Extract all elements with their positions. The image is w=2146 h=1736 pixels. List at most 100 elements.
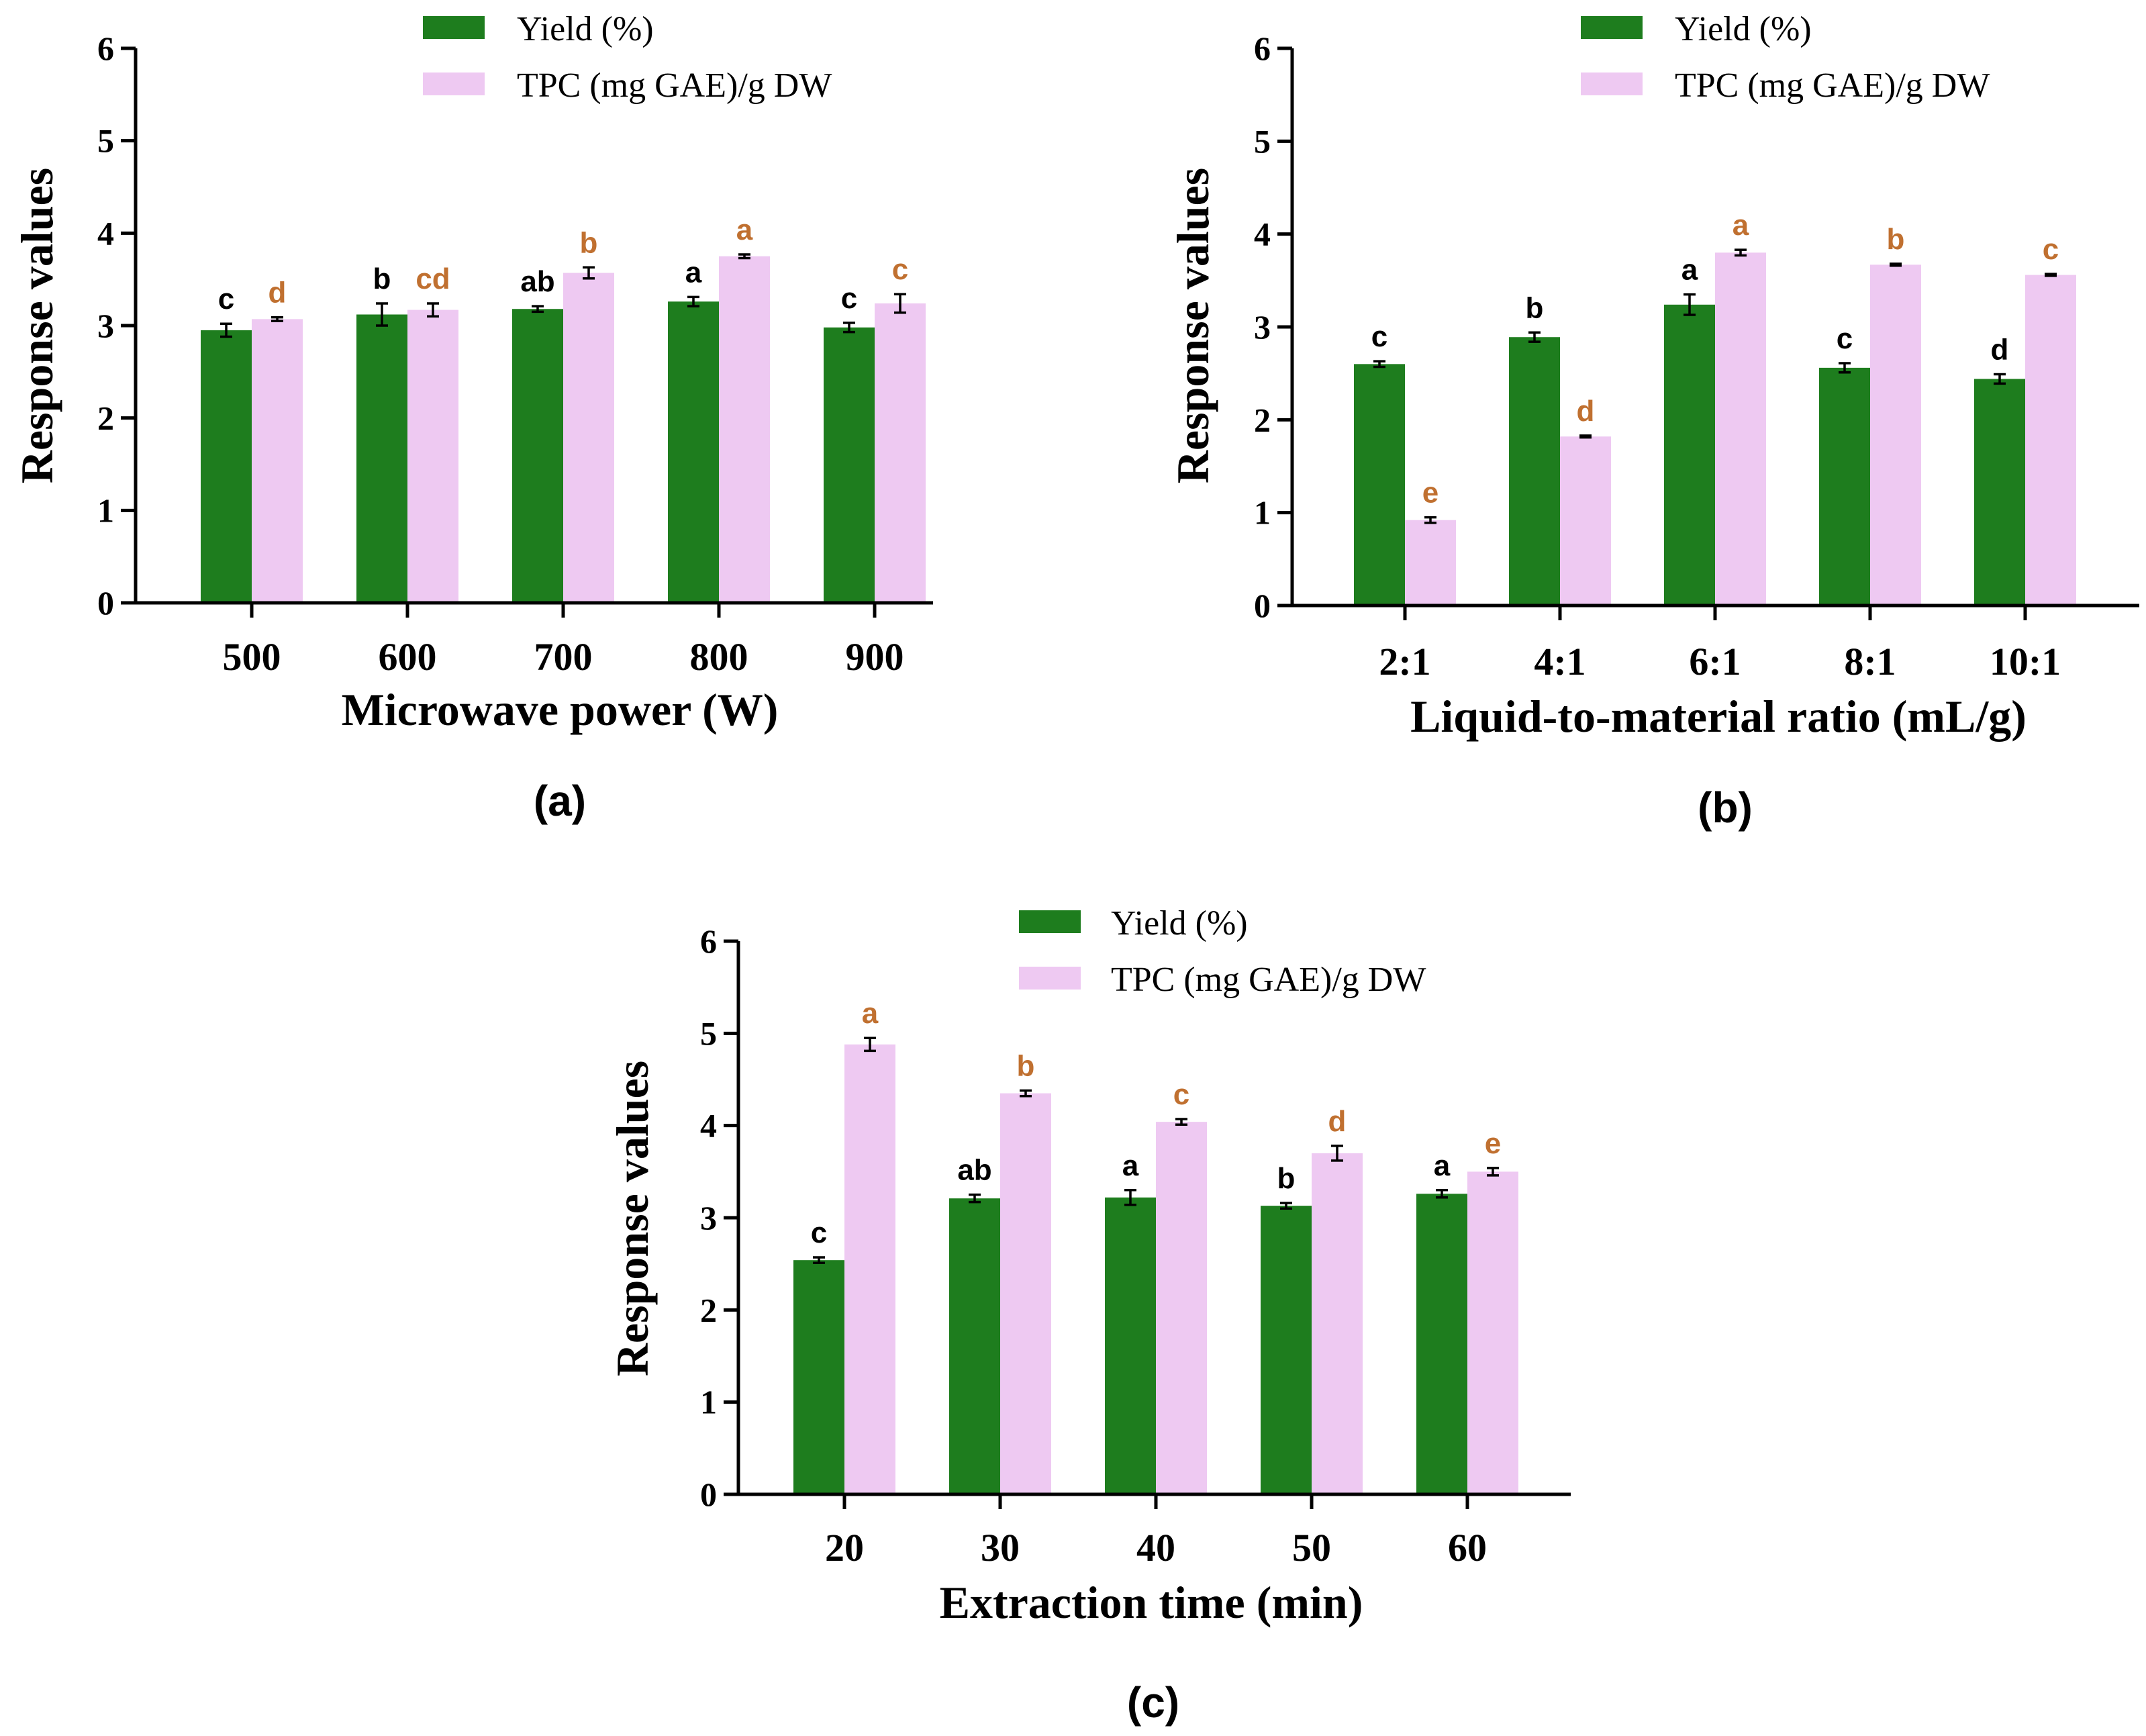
bar-yield bbox=[1416, 1194, 1467, 1494]
significance-letter-tpc: cd bbox=[416, 262, 450, 295]
significance-letter-tpc: a bbox=[862, 997, 879, 1030]
legend-swatch-tpc-b bbox=[1581, 73, 1643, 95]
significance-letter-tpc: b bbox=[1017, 1049, 1035, 1082]
y-tick-label: 5 bbox=[700, 1014, 717, 1052]
bar-tpc bbox=[1405, 520, 1456, 606]
x-tick-label: 600 bbox=[379, 635, 437, 679]
y-tick-label: 0 bbox=[97, 584, 114, 622]
significance-letter-tpc: b bbox=[580, 226, 598, 259]
legend-swatch-tpc-c bbox=[1019, 967, 1081, 990]
y-tick-label: 6 bbox=[1254, 30, 1271, 67]
bar-tpc bbox=[563, 273, 614, 603]
x-tick-label: 500 bbox=[223, 635, 281, 679]
y-tick-label: 6 bbox=[700, 922, 717, 960]
bar-tpc bbox=[844, 1044, 895, 1494]
bar-yield bbox=[1509, 337, 1560, 606]
significance-letter-yield: a bbox=[685, 256, 702, 289]
bar-tpc bbox=[1870, 264, 1921, 606]
bar-tpc bbox=[875, 303, 926, 603]
x-tick-label: 40 bbox=[1136, 1526, 1175, 1570]
bar-yield bbox=[1819, 367, 1870, 606]
significance-letter-tpc: e bbox=[1422, 477, 1438, 510]
x-tick-label: 6:1 bbox=[1689, 640, 1741, 683]
x-tick-label: 30 bbox=[981, 1526, 1020, 1570]
significance-letter-yield: ab bbox=[520, 265, 554, 298]
bar-yield bbox=[1664, 304, 1715, 606]
bar-yield bbox=[668, 301, 719, 603]
x-ticks-b: 2:1 4:1 6:1 8:1 10:1 bbox=[1379, 606, 2061, 683]
bar-yield bbox=[201, 330, 252, 603]
significance-letter-yield: d bbox=[1991, 334, 2009, 367]
y-tick-label: 1 bbox=[1254, 494, 1271, 532]
y-axis-title-c: Response values bbox=[607, 1061, 658, 1376]
legend-label-tpc-c: TPC (mg GAE)/g DW bbox=[1111, 961, 1426, 999]
x-tick-label: 800 bbox=[690, 635, 748, 679]
legend-a: Yield (%) TPC (mg GAE)/g DW bbox=[423, 10, 832, 105]
significance-letter-yield: c bbox=[218, 283, 234, 316]
significance-letter-tpc: c bbox=[2043, 233, 2059, 266]
significance-letter-yield: a bbox=[1122, 1149, 1139, 1182]
y-ticks-a: 0 1 2 3 4 5 6 bbox=[97, 30, 136, 622]
plot-area-b: c e b d a a c b d c bbox=[1354, 209, 2076, 606]
significance-letter-yield: c bbox=[1837, 322, 1853, 355]
y-axis-title-a: Response values bbox=[11, 168, 62, 483]
legend-label-yield-b: Yield (%) bbox=[1675, 10, 1812, 48]
panel-label-a: (a) bbox=[534, 777, 586, 825]
significance-letter-tpc: d bbox=[269, 277, 287, 309]
bar-yield bbox=[356, 314, 407, 603]
legend-swatch-yield-c bbox=[1019, 910, 1081, 933]
x-tick-label: 10:1 bbox=[1990, 640, 2061, 683]
y-tick-label: 4 bbox=[97, 214, 114, 252]
y-tick-label: 1 bbox=[700, 1384, 717, 1421]
x-tick-label: 8:1 bbox=[1844, 640, 1896, 683]
bar-tpc bbox=[252, 319, 303, 603]
x-tick-label: 60 bbox=[1448, 1526, 1487, 1570]
panel-label-c: (c) bbox=[1127, 1678, 1179, 1727]
y-tick-label: 3 bbox=[1254, 308, 1271, 346]
bar-yield bbox=[1105, 1197, 1156, 1494]
significance-letter-tpc: d bbox=[1328, 1105, 1347, 1138]
legend-swatch-yield-a bbox=[423, 16, 485, 39]
x-axis-title-c: Extraction time (min) bbox=[940, 1577, 1363, 1628]
y-tick-label: 1 bbox=[97, 491, 114, 529]
bar-yield bbox=[1261, 1206, 1312, 1494]
chart-panel-b: c e b d a a c b d c 0 1 2 3 4 5 6 2:1 4:1 6:1 8:1 10:1 Resp… bbox=[1167, 10, 2139, 832]
legend-label-yield-c: Yield (%) bbox=[1111, 904, 1248, 943]
x-tick-label: 50 bbox=[1292, 1526, 1331, 1570]
bar-yield bbox=[824, 327, 875, 603]
x-ticks-c: 20 30 40 50 60 bbox=[825, 1494, 1487, 1570]
bar-yield bbox=[793, 1260, 844, 1494]
x-tick-label: 4:1 bbox=[1534, 640, 1586, 683]
y-tick-label: 4 bbox=[700, 1107, 717, 1145]
bar-tpc bbox=[1156, 1122, 1207, 1494]
significance-letter-yield: ab bbox=[957, 1154, 991, 1187]
y-tick-label: 4 bbox=[1254, 215, 1271, 253]
significance-letter-yield: a bbox=[1681, 254, 1698, 287]
y-ticks-c: 0 1 2 3 4 5 6 bbox=[700, 922, 738, 1513]
significance-letter-yield: b bbox=[1526, 291, 1544, 324]
significance-letter-yield: c bbox=[841, 282, 857, 315]
y-tick-label: 5 bbox=[1254, 122, 1271, 160]
bar-yield bbox=[1974, 379, 2025, 606]
y-tick-label: 5 bbox=[97, 122, 114, 160]
y-tick-label: 2 bbox=[97, 399, 114, 437]
bar-tpc bbox=[1467, 1171, 1518, 1494]
significance-letter-tpc: e bbox=[1485, 1127, 1501, 1160]
bar-yield bbox=[949, 1198, 1000, 1494]
significance-letter-yield: c bbox=[1371, 320, 1387, 353]
significance-letter-yield: b bbox=[373, 262, 391, 295]
legend-label-tpc-a: TPC (mg GAE)/g DW bbox=[517, 66, 832, 105]
x-tick-label: 900 bbox=[846, 635, 904, 679]
bar-tpc bbox=[719, 256, 770, 603]
bar-yield bbox=[512, 309, 563, 603]
bar-tpc bbox=[1312, 1153, 1363, 1494]
y-tick-label: 0 bbox=[1254, 587, 1271, 624]
y-ticks-b: 0 1 2 3 4 5 6 bbox=[1254, 30, 1292, 624]
y-tick-label: 3 bbox=[700, 1199, 717, 1237]
legend-label-yield-a: Yield (%) bbox=[517, 10, 654, 48]
bar-tpc bbox=[1560, 436, 1611, 606]
x-axis-title-b: Liquid-to-material ratio (mL/g) bbox=[1410, 691, 2027, 742]
